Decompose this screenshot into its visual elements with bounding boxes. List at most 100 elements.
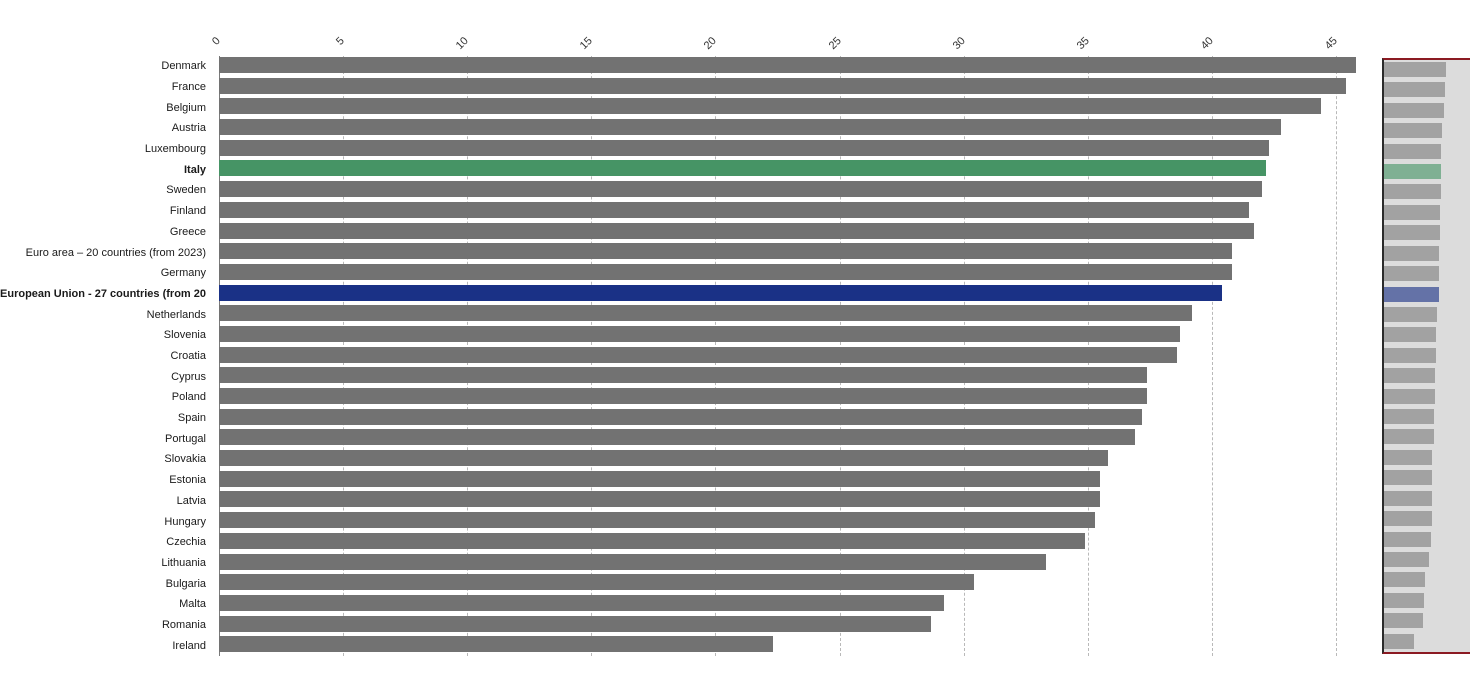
table-row[interactable]: Spain	[0, 408, 1360, 429]
table-row[interactable]: Slovenia	[0, 325, 1360, 346]
table-row[interactable]: Malta	[0, 594, 1360, 615]
bar[interactable]	[219, 181, 1262, 198]
category-label: Spain	[177, 412, 206, 425]
minimap-bar	[1384, 613, 1423, 629]
category-label: Estonia	[169, 474, 206, 487]
bar[interactable]	[219, 222, 1255, 239]
table-row[interactable]: Cyprus	[0, 366, 1360, 387]
table-row[interactable]: Finland	[0, 201, 1360, 222]
bar[interactable]	[219, 160, 1267, 177]
bar[interactable]	[219, 388, 1148, 405]
bar[interactable]	[219, 77, 1346, 94]
table-row[interactable]: Slovakia	[0, 449, 1360, 470]
bar[interactable]	[219, 263, 1232, 280]
table-row[interactable]: Latvia	[0, 490, 1360, 511]
bar[interactable]	[219, 57, 1356, 73]
minimap-bar	[1384, 388, 1435, 404]
x-axis-top: 0 5 10 15 20 25 30 35 40 45	[210, 26, 1360, 56]
table-row[interactable]: France	[0, 77, 1360, 98]
bar[interactable]	[219, 201, 1250, 218]
minimap-bar	[1384, 327, 1437, 343]
bar[interactable]	[219, 139, 1269, 156]
table-row[interactable]: Netherlands	[0, 304, 1360, 325]
minimap-bar	[1384, 551, 1430, 567]
table-row[interactable]: Bulgaria	[0, 573, 1360, 594]
bar[interactable]	[219, 553, 1046, 570]
minimap-bar	[1384, 531, 1432, 547]
table-row[interactable]: Austria	[0, 118, 1360, 139]
table-row[interactable]: Italy	[0, 159, 1360, 180]
category-label: Latvia	[176, 494, 206, 507]
bar[interactable]	[219, 470, 1101, 487]
bar[interactable]	[219, 98, 1322, 115]
minimap-bar	[1384, 347, 1437, 363]
bar[interactable]	[219, 636, 773, 653]
bar[interactable]	[219, 450, 1108, 467]
bar[interactable]	[219, 532, 1086, 549]
category-label: France	[171, 81, 206, 94]
bar[interactable]	[219, 491, 1101, 508]
bar[interactable]	[219, 346, 1178, 363]
bar[interactable]	[219, 325, 1180, 342]
table-row[interactable]: Sweden	[0, 180, 1360, 201]
category-label: Slovenia	[163, 329, 206, 342]
category-label: Denmark	[161, 60, 206, 73]
minimap-bar	[1384, 266, 1440, 282]
minimap-bar	[1384, 286, 1439, 302]
minimap-bar	[1384, 449, 1433, 465]
category-label: Greece	[169, 225, 206, 238]
bar[interactable]	[219, 305, 1193, 322]
bar[interactable]	[219, 284, 1222, 301]
category-label: Euro area – 20 countries (from 2023)	[25, 246, 206, 259]
table-row[interactable]: Luxembourg	[0, 139, 1360, 160]
category-label: Netherlands	[146, 308, 206, 321]
category-label: Cyprus	[171, 370, 206, 383]
table-row[interactable]: Denmark	[0, 56, 1360, 77]
category-label: European Union - 27 countries (from 20…	[0, 287, 206, 300]
minimap-bar	[1384, 306, 1438, 322]
minimap-bar	[1384, 490, 1433, 506]
bar[interactable]	[219, 574, 974, 591]
table-row[interactable]: European Union - 27 countries (from 20…	[0, 284, 1360, 305]
minimap-bar	[1384, 184, 1441, 200]
table-row[interactable]: Poland	[0, 387, 1360, 408]
bar[interactable]	[219, 594, 944, 611]
table-row[interactable]: Belgium	[0, 97, 1360, 118]
category-label: Czechia	[166, 536, 206, 549]
bar[interactable]	[219, 429, 1135, 446]
category-label: Romania	[161, 618, 206, 631]
minimap-bar	[1384, 62, 1446, 77]
minimap-bar	[1384, 368, 1435, 384]
bar[interactable]	[219, 512, 1096, 529]
bar[interactable]	[219, 615, 932, 632]
minimap-bar	[1384, 164, 1442, 180]
category-label: Hungary	[164, 515, 206, 528]
table-row[interactable]: Ireland	[0, 635, 1360, 656]
bar[interactable]	[219, 408, 1143, 425]
table-row[interactable]: Lithuania	[0, 553, 1360, 574]
category-label: Finland	[169, 205, 206, 218]
table-row[interactable]: Croatia	[0, 346, 1360, 367]
category-label: Slovakia	[164, 453, 206, 466]
category-label: Ireland	[172, 639, 206, 652]
minimap-bar	[1384, 633, 1415, 649]
table-row[interactable]: Greece	[0, 222, 1360, 243]
category-label: Bulgaria	[165, 577, 206, 590]
minimap-bar	[1384, 143, 1442, 159]
table-row[interactable]: Hungary	[0, 511, 1360, 532]
minimap-bar	[1384, 429, 1434, 445]
bar[interactable]	[219, 367, 1148, 384]
table-row[interactable]: Czechia	[0, 532, 1360, 553]
minimap-bar	[1384, 102, 1445, 118]
table-row[interactable]: Euro area – 20 countries (from 2023)	[0, 242, 1360, 263]
table-row[interactable]: Germany	[0, 263, 1360, 284]
table-row[interactable]: Portugal	[0, 428, 1360, 449]
minimap-bar	[1384, 592, 1424, 608]
table-row[interactable]: Romania	[0, 615, 1360, 636]
table-row[interactable]: Estonia	[0, 470, 1360, 491]
minimap-bar	[1384, 204, 1441, 220]
minimap-bar	[1384, 409, 1435, 425]
overview-scrollbar[interactable]	[1382, 58, 1470, 654]
bar[interactable]	[219, 119, 1282, 136]
bar[interactable]	[219, 243, 1232, 260]
